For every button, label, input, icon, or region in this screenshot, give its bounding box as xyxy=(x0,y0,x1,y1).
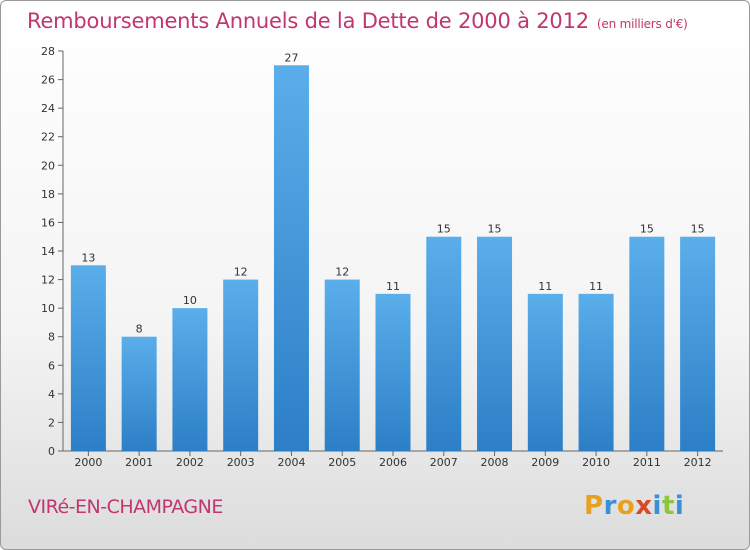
data-label: 15 xyxy=(488,223,502,236)
data-label: 10 xyxy=(183,294,197,307)
chart-unit: (en milliers d'€) xyxy=(596,17,688,31)
bar xyxy=(223,279,259,451)
data-label: 8 xyxy=(136,323,143,336)
data-label: 11 xyxy=(538,280,552,293)
data-label: 12 xyxy=(335,266,349,279)
y-tick-label: 10 xyxy=(41,302,55,315)
y-tick-label: 28 xyxy=(41,45,55,58)
x-tick-label: 2010 xyxy=(582,456,610,469)
bar xyxy=(629,236,665,451)
y-tick-label: 8 xyxy=(48,331,55,344)
x-tick-label: 2006 xyxy=(379,456,407,469)
logo-letter: t xyxy=(661,491,675,521)
bar xyxy=(375,293,411,451)
bar xyxy=(273,65,309,452)
data-label: 11 xyxy=(589,280,603,293)
x-tick-label: 2002 xyxy=(176,456,204,469)
bar xyxy=(70,265,106,451)
bar xyxy=(477,236,513,451)
bar xyxy=(324,279,360,451)
x-tick-label: 2003 xyxy=(227,456,255,469)
commune-name: VIRé-EN-CHAMPAGNE xyxy=(28,496,223,518)
y-tick-label: 0 xyxy=(48,445,55,458)
logo-letter: i xyxy=(674,491,685,521)
x-tick-label: 2004 xyxy=(277,456,305,469)
logo-letter: P xyxy=(584,491,604,521)
bar xyxy=(680,236,716,451)
x-tick-label: 2008 xyxy=(481,456,509,469)
bar xyxy=(426,236,462,451)
logo-letter: o xyxy=(616,491,636,521)
chart-title: Remboursements Annuels de la Dette de 20… xyxy=(27,9,688,33)
chart-title-text: Remboursements Annuels de la Dette de 20… xyxy=(27,9,589,33)
x-tick-label: 2001 xyxy=(125,456,153,469)
y-tick-label: 24 xyxy=(41,102,55,115)
logo-letter: r xyxy=(603,491,617,521)
x-tick-label: 2000 xyxy=(74,456,102,469)
y-tick-label: 26 xyxy=(41,74,55,87)
bar xyxy=(172,308,208,451)
data-label: 11 xyxy=(386,280,400,293)
y-tick-label: 4 xyxy=(48,388,55,401)
y-tick-label: 2 xyxy=(48,416,55,429)
data-label: 15 xyxy=(691,223,705,236)
x-tick-label: 2011 xyxy=(633,456,661,469)
data-label: 13 xyxy=(81,251,95,264)
logo-letter: x xyxy=(635,491,653,521)
data-label: 15 xyxy=(640,223,654,236)
y-tick-label: 14 xyxy=(41,245,55,258)
data-label: 12 xyxy=(234,266,248,279)
x-tick-label: 2009 xyxy=(531,456,559,469)
logo-letter: i xyxy=(652,491,662,521)
y-tick-label: 16 xyxy=(41,216,55,229)
x-tick-label: 2012 xyxy=(684,456,712,469)
y-tick-label: 18 xyxy=(41,188,55,201)
data-label: 15 xyxy=(437,223,451,236)
y-tick-label: 20 xyxy=(41,159,55,172)
x-tick-label: 2005 xyxy=(328,456,356,469)
bar xyxy=(121,336,157,451)
y-tick-label: 22 xyxy=(41,131,55,144)
bar xyxy=(527,293,563,451)
y-tick-label: 6 xyxy=(48,359,55,372)
x-tick-label: 2007 xyxy=(430,456,458,469)
data-label: 27 xyxy=(284,51,298,64)
bar xyxy=(578,293,614,451)
y-tick-label: 12 xyxy=(41,274,55,287)
proxiti-logo: Proxiti xyxy=(584,491,684,521)
